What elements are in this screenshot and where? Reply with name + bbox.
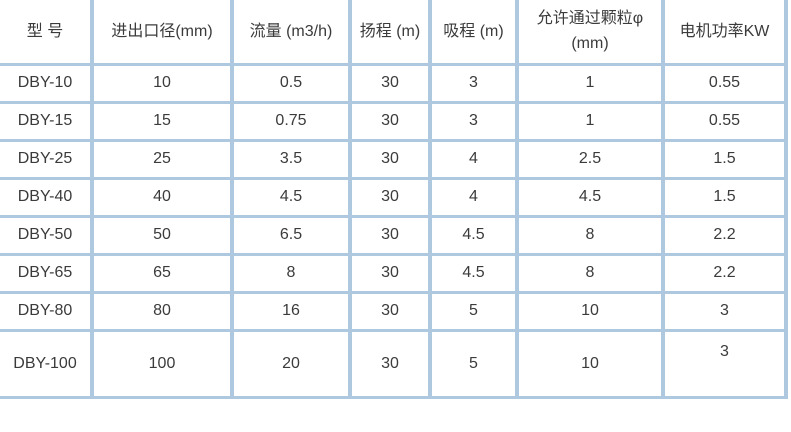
cell-suction: 4.5 (428, 252, 519, 294)
cell-particle: 8 (515, 214, 665, 256)
cell-suction: 5 (428, 290, 519, 332)
cell-head: 30 (348, 176, 432, 218)
cell-power: 0.55 (661, 62, 788, 104)
cell-flow: 16 (230, 290, 352, 332)
cell-diameter: 50 (90, 214, 234, 256)
cell-flow: 3.5 (230, 138, 352, 180)
cell-power: 3 (661, 290, 788, 332)
table-row: DBY-25 25 3.5 30 4 2.5 1.5 (0, 138, 788, 180)
cell-suction: 3 (428, 100, 519, 142)
cell-particle: 10 (515, 290, 665, 332)
cell-particle: 2.5 (515, 138, 665, 180)
header-particle-label-line2: (mm) (571, 35, 609, 53)
cell-suction: 5 (428, 328, 519, 399)
cell-power: 2.2 (661, 214, 788, 256)
cell-suction: 4 (428, 138, 519, 180)
cell-head: 30 (348, 100, 432, 142)
cell-particle: 4.5 (515, 176, 665, 218)
cell-diameter: 25 (90, 138, 234, 180)
cell-particle: 8 (515, 252, 665, 294)
cell-particle: 10 (515, 328, 665, 399)
cell-model: DBY-100 (0, 328, 94, 399)
cell-suction: 3 (428, 62, 519, 104)
header-power: 电机功率KW (661, 0, 788, 66)
cell-suction: 4.5 (428, 214, 519, 256)
cell-power: 2.2 (661, 252, 788, 294)
header-model: 型 号 (0, 0, 94, 66)
cell-model: DBY-25 (0, 138, 94, 180)
table-row: DBY-65 65 8 30 4.5 8 2.2 (0, 252, 788, 294)
cell-model: DBY-80 (0, 290, 94, 332)
header-row: 型 号 进出口径(mm) 流量 (m3/h) 扬程 (m) 吸程 (m) 允许通… (0, 0, 788, 66)
header-power-label: 电机功率KW (679, 22, 770, 40)
cell-head: 30 (348, 214, 432, 256)
header-diameter: 进出口径(mm) (90, 0, 234, 66)
cell-power: 0.55 (661, 100, 788, 142)
cell-diameter: 100 (90, 328, 234, 399)
header-model-label: 型 号 (26, 22, 64, 40)
cell-model: DBY-15 (0, 100, 94, 142)
cell-flow: 0.5 (230, 62, 352, 104)
cell-flow: 8 (230, 252, 352, 294)
table-row: DBY-10 10 0.5 30 3 1 0.55 (0, 62, 788, 104)
cell-head: 30 (348, 290, 432, 332)
cell-power: 3 (661, 328, 788, 399)
cell-flow: 4.5 (230, 176, 352, 218)
table-row: DBY-100 100 20 30 5 10 3 (0, 328, 788, 399)
cell-head: 30 (348, 328, 432, 399)
table-row: DBY-15 15 0.75 30 3 1 0.55 (0, 100, 788, 142)
pump-spec-table: 型 号 进出口径(mm) 流量 (m3/h) 扬程 (m) 吸程 (m) 允许通… (0, 0, 788, 399)
cell-model: DBY-10 (0, 62, 94, 104)
header-flow-label: 流量 (m3/h) (249, 22, 333, 40)
header-head: 扬程 (m) (348, 0, 432, 66)
header-flow: 流量 (m3/h) (230, 0, 352, 66)
table-row: DBY-80 80 16 30 5 10 3 (0, 290, 788, 332)
cell-model: DBY-65 (0, 252, 94, 294)
cell-particle: 1 (515, 100, 665, 142)
cell-head: 30 (348, 138, 432, 180)
cell-diameter: 10 (90, 62, 234, 104)
header-suction-label: 吸程 (m) (443, 22, 504, 40)
cell-flow: 6.5 (230, 214, 352, 256)
cell-model: DBY-50 (0, 214, 94, 256)
cell-flow: 20 (230, 328, 352, 399)
cell-diameter: 40 (90, 176, 234, 218)
header-head-label: 扬程 (m) (359, 22, 421, 40)
table-row: DBY-40 40 4.5 30 4 4.5 1.5 (0, 176, 788, 218)
header-diameter-label: 进出口径(mm) (111, 22, 213, 40)
cell-flow: 0.75 (230, 100, 352, 142)
header-particle-label-line1: 允许通过颗粒φ (536, 10, 644, 28)
header-suction: 吸程 (m) (428, 0, 519, 66)
cell-diameter: 15 (90, 100, 234, 142)
cell-model: DBY-40 (0, 176, 94, 218)
table-row: DBY-50 50 6.5 30 4.5 8 2.2 (0, 214, 788, 256)
cell-suction: 4 (428, 176, 519, 218)
cell-diameter: 65 (90, 252, 234, 294)
cell-diameter: 80 (90, 290, 234, 332)
cell-power: 1.5 (661, 176, 788, 218)
cell-power: 1.5 (661, 138, 788, 180)
cell-head: 30 (348, 252, 432, 294)
cell-head: 30 (348, 62, 432, 104)
cell-particle: 1 (515, 62, 665, 104)
header-particle: 允许通过颗粒φ (mm) (515, 0, 665, 66)
